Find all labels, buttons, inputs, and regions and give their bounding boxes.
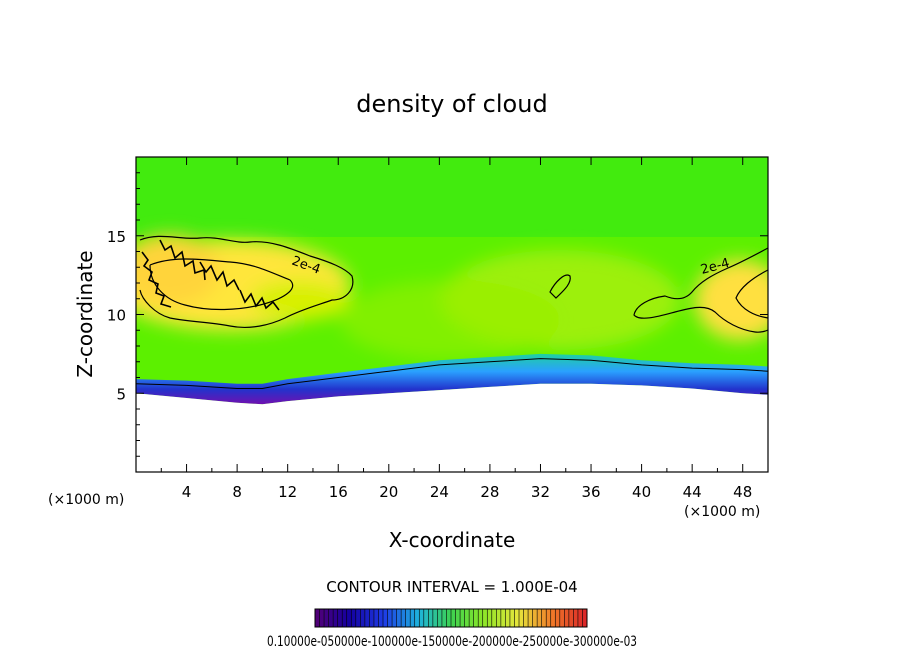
colorbar-swatch xyxy=(473,609,479,627)
colorbar-frame xyxy=(314,608,588,628)
x-tick-label: 44 xyxy=(683,483,702,501)
x-axis-label: X-coordinate xyxy=(389,528,516,552)
colorbar-swatch xyxy=(528,609,533,627)
y-axis-label: Z-coordinate xyxy=(73,250,97,377)
colorbar-swatch xyxy=(482,609,488,627)
x-tick-label: 20 xyxy=(379,483,398,501)
colorbar-swatch xyxy=(455,609,461,627)
y-axis: 5 10 15 xyxy=(107,172,768,457)
colorbar-swatch xyxy=(460,609,465,627)
colorbar-swatch xyxy=(346,609,352,627)
x-tick-label: 32 xyxy=(531,483,550,501)
colorbar-swatch xyxy=(496,609,501,627)
x-tick-label: 36 xyxy=(581,483,600,501)
colorbar-swatch xyxy=(523,609,529,627)
colorbar-swatch xyxy=(469,609,474,627)
y-tick-label: 10 xyxy=(107,307,126,325)
y-tick-label: 15 xyxy=(107,228,126,246)
colorbar-swatch xyxy=(364,609,370,627)
colorbar-swatch xyxy=(360,609,365,627)
contour-1e-4 xyxy=(136,358,768,389)
colorbar-swatch xyxy=(505,609,510,627)
contour-2e-4-left xyxy=(139,235,354,329)
colorbar-swatch xyxy=(392,609,397,627)
x-unit-label: (×1000 m) xyxy=(684,504,760,520)
colorbar-swatch xyxy=(405,609,411,627)
colorbar-swatch xyxy=(491,609,497,627)
x-tick-label: 8 xyxy=(232,483,242,501)
x-tick-label: 4 xyxy=(182,483,192,501)
colorbar-swatch xyxy=(537,609,542,627)
colorbar-swatch xyxy=(319,609,325,627)
colorbar-swatch xyxy=(428,609,433,627)
colorbar-swatch xyxy=(487,609,492,627)
contour-small-cell xyxy=(549,274,571,299)
colorbar-swatch xyxy=(423,609,429,627)
colorbar-swatch xyxy=(582,609,587,627)
x-tick-label: 48 xyxy=(733,483,752,501)
heatmap-field xyxy=(136,157,768,472)
colorbar-swatch xyxy=(573,609,578,627)
y-tick-label: 5 xyxy=(116,385,126,403)
contour-label-right: 2e-4 xyxy=(699,256,731,278)
colorbar-swatch xyxy=(437,609,442,627)
chart-title: density of cloud xyxy=(356,90,547,118)
x-axis: 4 8 12 16 20 24 28 32 36 40 44 48 xyxy=(160,157,752,501)
colorbar-swatch xyxy=(373,609,379,627)
colorbar-swatch xyxy=(555,609,560,627)
colorbar-swatch xyxy=(568,609,574,627)
colorbar-swatch xyxy=(550,609,556,627)
x-tick-label: 40 xyxy=(632,483,651,501)
colorbar-swatch xyxy=(324,609,329,627)
colorbar-swatch xyxy=(351,609,356,627)
colorbar-swatch xyxy=(577,609,583,627)
colorbar-swatch xyxy=(441,609,447,627)
x-tick-label: 16 xyxy=(329,483,348,501)
colorbar-labels: 0.10000e-050000e-100000e-150000e-200000e… xyxy=(267,634,637,650)
cloud-base-band xyxy=(136,353,768,405)
colorbar-swatch xyxy=(451,609,456,627)
contour-2e-4-right xyxy=(633,247,768,333)
x-tick-label: 24 xyxy=(430,483,449,501)
contour-scribble-left xyxy=(141,239,280,311)
colorbar-swatch xyxy=(432,609,438,627)
colorbar-swatch xyxy=(446,609,451,627)
colorbar-swatch xyxy=(387,609,393,627)
colorbar-swatch xyxy=(328,609,334,627)
contour-2e-4-inner xyxy=(149,258,294,311)
colorbar-swatch xyxy=(315,609,320,627)
colorbar-swatch xyxy=(419,609,424,627)
contour-2e-4-right-inner xyxy=(735,269,768,319)
colorbar-swatch xyxy=(546,609,551,627)
colorbar-swatch xyxy=(410,609,415,627)
colorbar-swatch xyxy=(383,609,388,627)
colorbar-swatch xyxy=(509,609,515,627)
colorbar-swatch xyxy=(519,609,524,627)
colorbar-swatch xyxy=(564,609,569,627)
colorbar-swatch xyxy=(414,609,420,627)
colorbar-swatch xyxy=(342,609,347,627)
colorbar xyxy=(314,608,588,628)
x-tick-label: 28 xyxy=(480,483,499,501)
colorbar-swatch xyxy=(355,609,361,627)
colorbar-swatch xyxy=(532,609,538,627)
colorbar-swatch xyxy=(396,609,402,627)
y-unit-label: (×1000 m) xyxy=(48,492,124,508)
x-tick-label: 12 xyxy=(278,483,297,501)
colorbar-swatch xyxy=(333,609,338,627)
colorbar-swatch xyxy=(337,609,343,627)
contour-lines xyxy=(136,235,768,389)
colorbar-swatch xyxy=(464,609,470,627)
colorbar-swatch xyxy=(514,609,519,627)
colorbar-swatch xyxy=(500,609,506,627)
colorbar-swatch xyxy=(378,609,383,627)
colorbar-swatch xyxy=(401,609,406,627)
colorbar-swatch xyxy=(369,609,374,627)
colorbar-swatch xyxy=(541,609,547,627)
colorbar-swatch xyxy=(559,609,565,627)
colorbar-swatch xyxy=(478,609,483,627)
contour-interval-label: CONTOUR INTERVAL = 1.000E-04 xyxy=(326,578,577,596)
cloud-free-region xyxy=(136,383,768,472)
